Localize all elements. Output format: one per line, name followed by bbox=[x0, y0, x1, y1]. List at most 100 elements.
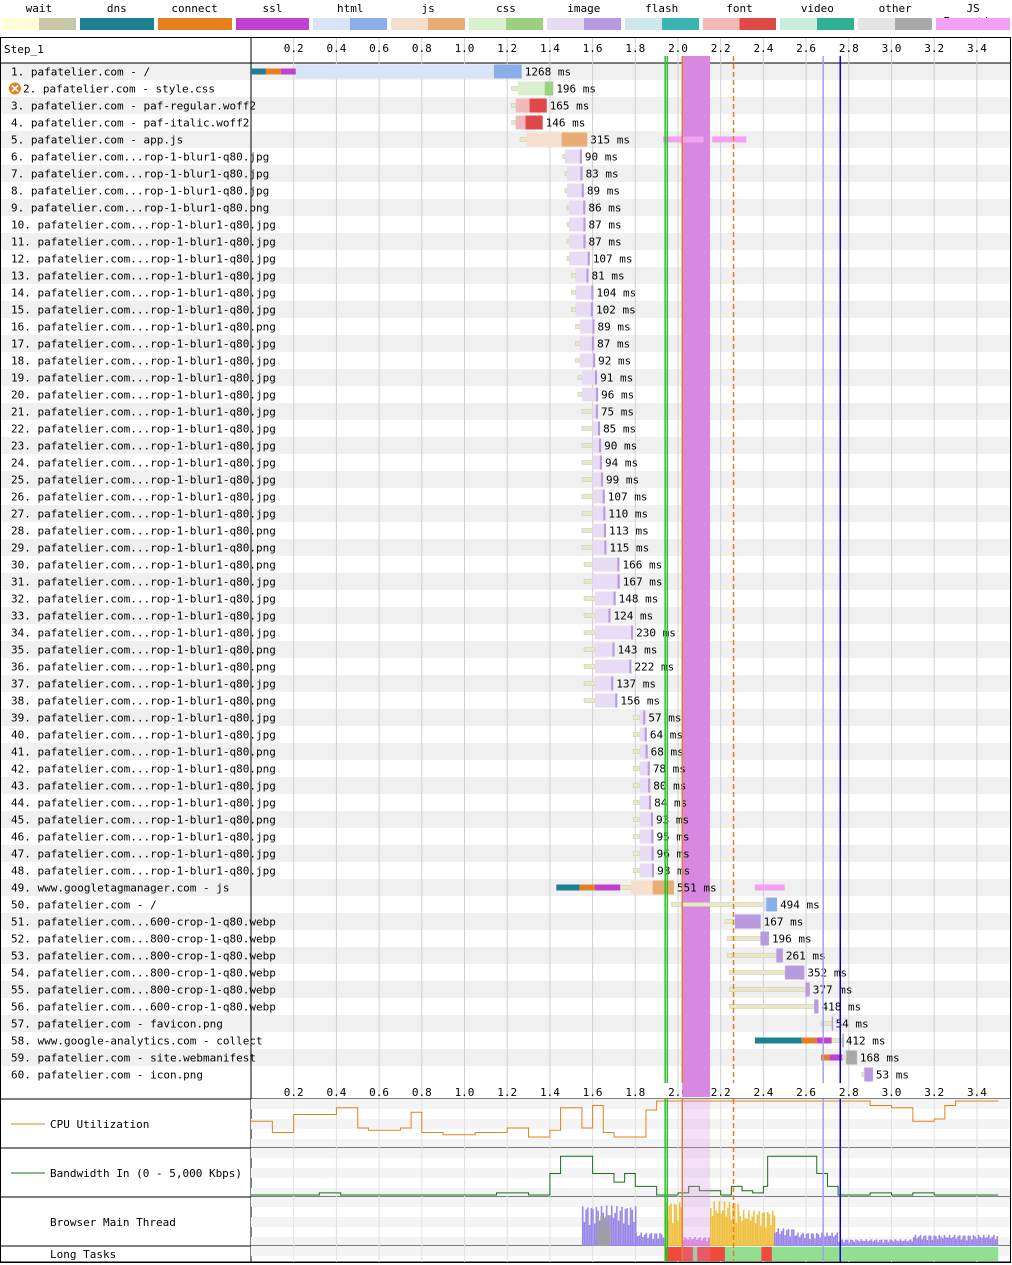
wait-segment bbox=[577, 392, 583, 397]
main-thread-activity bbox=[894, 1239, 897, 1246]
main-thread-activity bbox=[628, 1224, 630, 1246]
main-thread-activity bbox=[592, 1208, 594, 1246]
download-bar-image bbox=[864, 1067, 873, 1082]
duration-label: 86 ms bbox=[588, 202, 621, 215]
main-thread-activity bbox=[737, 1210, 740, 1246]
x-tick-label-bottom: 3.2 bbox=[924, 1086, 944, 1099]
download-bar-image bbox=[592, 319, 595, 334]
main-thread-activity bbox=[979, 1236, 982, 1246]
main-thread-activity bbox=[583, 1222, 586, 1246]
download-bar-image bbox=[583, 217, 586, 232]
request-label: 51. pafatelier.com...600-crop-1-q80.webp bbox=[11, 916, 276, 929]
main-thread-activity bbox=[903, 1240, 905, 1246]
main-thread-activity bbox=[761, 1213, 764, 1246]
x-tick-label-bottom: 2.6 bbox=[796, 1086, 816, 1099]
request-label: 54. pafatelier.com...800-crop-1-q80.webp bbox=[11, 967, 276, 980]
main-thread-activity bbox=[926, 1239, 929, 1246]
duration-label: 81 ms bbox=[592, 270, 625, 283]
main-thread-activity bbox=[827, 1235, 830, 1246]
duration-label: 222 ms bbox=[634, 661, 674, 674]
download-bar-image bbox=[583, 234, 586, 249]
main-thread-activity bbox=[875, 1239, 878, 1246]
request-bar-image bbox=[579, 353, 596, 368]
main-thread-activity bbox=[814, 1238, 816, 1246]
download-bar-image bbox=[760, 931, 769, 946]
main-thread-activity bbox=[850, 1239, 852, 1246]
download-bar-image bbox=[631, 625, 634, 640]
main-thread-activity bbox=[643, 1234, 646, 1246]
request-bar-image bbox=[579, 336, 595, 351]
main-thread-activity bbox=[911, 1241, 914, 1246]
duration-label: 156 ms bbox=[620, 695, 660, 708]
main-thread-activity bbox=[715, 1210, 717, 1246]
legend-swatch bbox=[624, 18, 699, 30]
duration-label: 93 ms bbox=[656, 814, 689, 827]
duration-label: 230 ms bbox=[636, 627, 676, 640]
main-thread-activity bbox=[758, 1211, 760, 1246]
wait-segment bbox=[581, 443, 593, 448]
connection-connect bbox=[821, 1054, 830, 1061]
duration-label: 87 ms bbox=[597, 338, 630, 351]
legend: wait dns connect ssl html js css image flash font… bbox=[0, 0, 1012, 34]
main-thread-activity bbox=[647, 1237, 649, 1246]
request-label: 46. pafatelier.com...rop-1-blur1-q80.jpg bbox=[11, 831, 276, 844]
request-bar-image bbox=[639, 829, 654, 844]
connection-ssl bbox=[594, 884, 621, 891]
request-label: 4. pafatelier.com - paf-italic.woff2 bbox=[11, 117, 249, 130]
main-thread-activity bbox=[650, 1233, 653, 1246]
main-thread-activity bbox=[642, 1236, 644, 1246]
download-bar-css bbox=[544, 81, 554, 96]
main-thread-activity bbox=[908, 1240, 910, 1246]
legend-label: font bbox=[726, 2, 753, 15]
main-thread-activity bbox=[993, 1234, 995, 1246]
duration-label: 92 ms bbox=[598, 355, 631, 368]
main-thread-activity bbox=[600, 1216, 602, 1246]
request-bar-image bbox=[592, 523, 607, 538]
panel-stripe bbox=[251, 1148, 1010, 1158]
row-background bbox=[1, 97, 1010, 114]
main-thread-activity bbox=[812, 1233, 815, 1246]
main-thread-activity bbox=[682, 1240, 684, 1246]
main-thread-activity bbox=[777, 1228, 780, 1246]
legend-swatch bbox=[2, 18, 76, 30]
wait-segment bbox=[583, 596, 595, 601]
x-tick-label-bottom: 2.8 bbox=[839, 1086, 859, 1099]
main-thread-activity bbox=[917, 1236, 920, 1246]
duration-label: 352 ms bbox=[807, 967, 847, 980]
duration-label: 167 ms bbox=[764, 916, 804, 929]
row-background bbox=[1, 369, 1010, 386]
main-thread-activity bbox=[791, 1229, 793, 1246]
download-bar-image bbox=[579, 149, 582, 164]
request-bar-image bbox=[592, 506, 606, 521]
request-label: 60. pafatelier.com - icon.png bbox=[11, 1069, 203, 1082]
main-thread-activity bbox=[858, 1241, 861, 1246]
main-thread-activity bbox=[945, 1237, 947, 1246]
row-background bbox=[1, 743, 1010, 760]
request-label: 48. pafatelier.com...rop-1-blur1-q80.jpg bbox=[11, 865, 276, 878]
main-thread-activity bbox=[831, 1232, 833, 1246]
main-thread-activity bbox=[638, 1235, 641, 1246]
download-bar-image bbox=[613, 591, 616, 606]
download-bar-image bbox=[647, 761, 650, 776]
main-thread-activity bbox=[896, 1240, 898, 1246]
request-bar-image bbox=[594, 676, 614, 691]
legend-swatch bbox=[313, 18, 388, 30]
row-background bbox=[1, 233, 1010, 250]
main-thread-activity bbox=[699, 1237, 701, 1246]
main-thread-activity bbox=[887, 1242, 890, 1246]
x-tick-label-bottom: 3.0 bbox=[882, 1086, 902, 1099]
request-bar-image bbox=[575, 285, 594, 300]
duration-label: 494 ms bbox=[780, 899, 820, 912]
duration-label: 165 ms bbox=[550, 100, 590, 113]
main-thread-activity bbox=[685, 1238, 688, 1246]
request-bar-image bbox=[592, 404, 598, 419]
request-bar-image bbox=[594, 591, 616, 606]
legend-label: js bbox=[421, 2, 435, 15]
main-thread-activity bbox=[593, 1223, 596, 1246]
duration-label: 412 ms bbox=[846, 1035, 886, 1048]
main-thread-activity bbox=[733, 1203, 736, 1246]
main-thread-activity bbox=[748, 1210, 750, 1246]
duration-label: 124 ms bbox=[614, 610, 654, 623]
request-label: 44. pafatelier.com...rop-1-blur1-q80.jpg bbox=[11, 797, 276, 810]
main-thread-activity bbox=[631, 1209, 634, 1246]
